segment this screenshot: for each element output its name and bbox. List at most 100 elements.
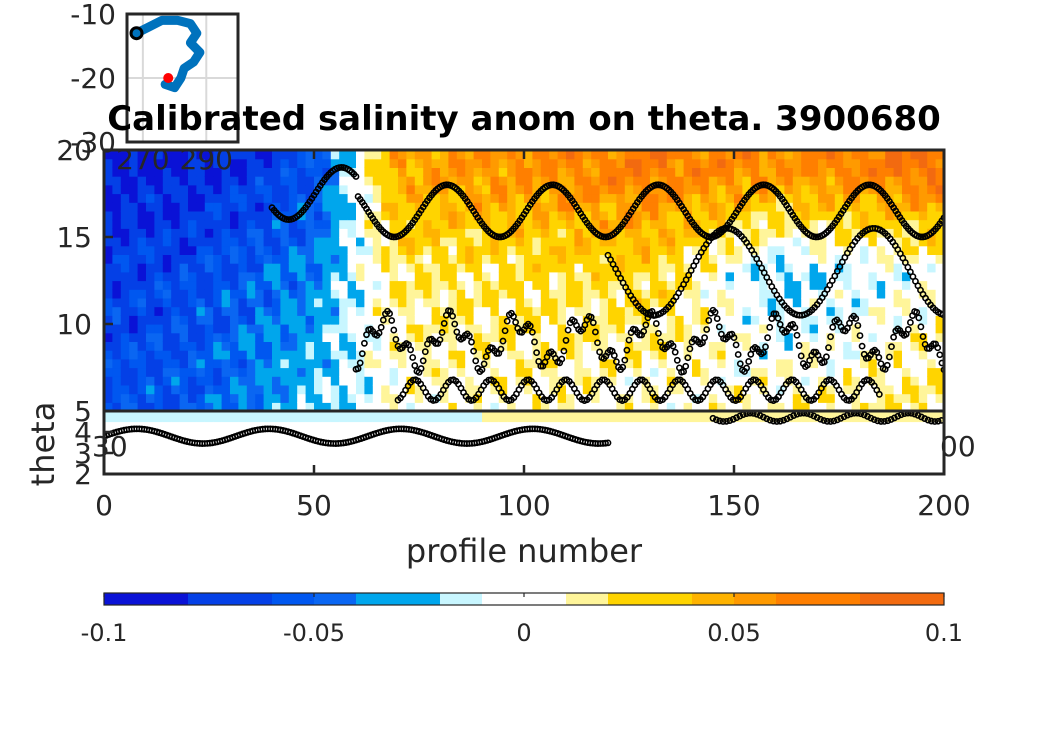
field-cell [129, 184, 139, 195]
field-cell [473, 237, 483, 247]
field-cell [834, 453, 844, 465]
field-cell [834, 393, 844, 403]
field-cell [759, 158, 769, 168]
field-cell [406, 315, 416, 325]
field-cell [339, 367, 349, 377]
field-cell [910, 384, 920, 395]
isopycnal-marker [356, 359, 364, 367]
field-cell [423, 254, 433, 264]
field-cell [860, 280, 869, 290]
field-cell [876, 358, 886, 369]
field-cell [280, 254, 290, 264]
field-cell [507, 324, 517, 334]
field-cell [540, 219, 550, 229]
isopycnal-marker [914, 411, 922, 419]
field-cell [272, 228, 281, 238]
field-cell [851, 358, 861, 369]
field-cell [834, 167, 844, 177]
isopycnal-marker [864, 413, 871, 420]
field-cell [507, 315, 517, 325]
field-cell [515, 341, 525, 351]
field-cell [557, 367, 567, 377]
field-cell [263, 289, 273, 299]
field-cell [213, 432, 223, 444]
field-cell [616, 158, 626, 168]
field-cell [650, 271, 659, 282]
field-cell [339, 463, 349, 474]
field-cell [280, 315, 290, 325]
field-cell [599, 184, 609, 195]
field-cell [540, 263, 550, 273]
field-cell [162, 271, 172, 282]
field-cell [851, 210, 861, 221]
field-cell [322, 184, 332, 195]
field-cell [750, 271, 760, 282]
field-cell [582, 358, 592, 369]
field-cell [616, 453, 626, 465]
field-cell [381, 184, 391, 195]
field-cell [843, 442, 853, 454]
field-cell [515, 315, 525, 325]
field-cell [482, 421, 491, 433]
field-cell [490, 167, 500, 177]
field-cell [750, 384, 760, 395]
field-cell [104, 263, 113, 273]
field-cell [339, 219, 349, 229]
field-cell [549, 176, 559, 186]
field-cell [532, 341, 542, 351]
field-cell [582, 184, 592, 195]
field-cell [549, 332, 559, 342]
field-cell [591, 350, 601, 360]
field-cell [641, 210, 651, 221]
field-cell [154, 263, 164, 273]
isopycnal-marker [512, 318, 519, 326]
field-cell [708, 432, 718, 444]
field-cell [272, 158, 281, 168]
field-cell [675, 350, 685, 360]
field-cell [372, 432, 382, 444]
field-cell [339, 280, 349, 290]
field-cell [473, 202, 483, 212]
field-cell [322, 442, 332, 454]
isopycnal-marker [604, 439, 612, 447]
field-cell [633, 442, 643, 454]
field-cell [515, 193, 525, 203]
field-cell [818, 150, 827, 160]
field-cell [347, 463, 357, 474]
field-cell [347, 324, 357, 334]
field-cell [641, 167, 651, 177]
field-cell [801, 202, 811, 212]
field-cell [650, 367, 659, 377]
field-cell [221, 393, 231, 403]
field-cell [305, 341, 315, 351]
field-cell [154, 237, 164, 247]
field-cell [406, 150, 416, 160]
field-cell [162, 402, 172, 411]
field-cell [650, 289, 659, 299]
field-cell [776, 297, 785, 308]
field-cell [692, 376, 701, 386]
field-cell [566, 402, 575, 411]
field-cell [196, 263, 206, 273]
field-cell [104, 193, 113, 203]
field-cell [473, 341, 483, 351]
field-cell [910, 332, 920, 342]
field-cell [448, 271, 458, 282]
field-cell [330, 219, 340, 229]
field-cell [356, 332, 365, 342]
field-cell [314, 421, 323, 433]
field-cell [448, 176, 458, 186]
isopycnal-marker [917, 323, 925, 331]
isopycnal-marker [813, 414, 821, 422]
field-cell [524, 315, 533, 325]
field-cell [742, 463, 752, 474]
field-cell [725, 245, 735, 255]
field-cell [482, 332, 491, 342]
isopycnal-marker [726, 417, 734, 424]
field-cell [171, 393, 181, 403]
field-cell [423, 358, 433, 369]
field-cell [162, 421, 172, 433]
isopycnal-marker [386, 310, 393, 317]
field-cell [389, 263, 399, 273]
field-cell [179, 306, 189, 316]
